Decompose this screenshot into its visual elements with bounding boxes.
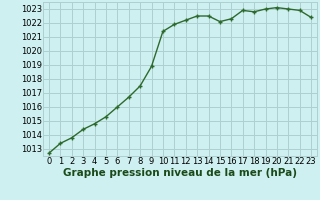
X-axis label: Graphe pression niveau de la mer (hPa): Graphe pression niveau de la mer (hPa)	[63, 168, 297, 178]
